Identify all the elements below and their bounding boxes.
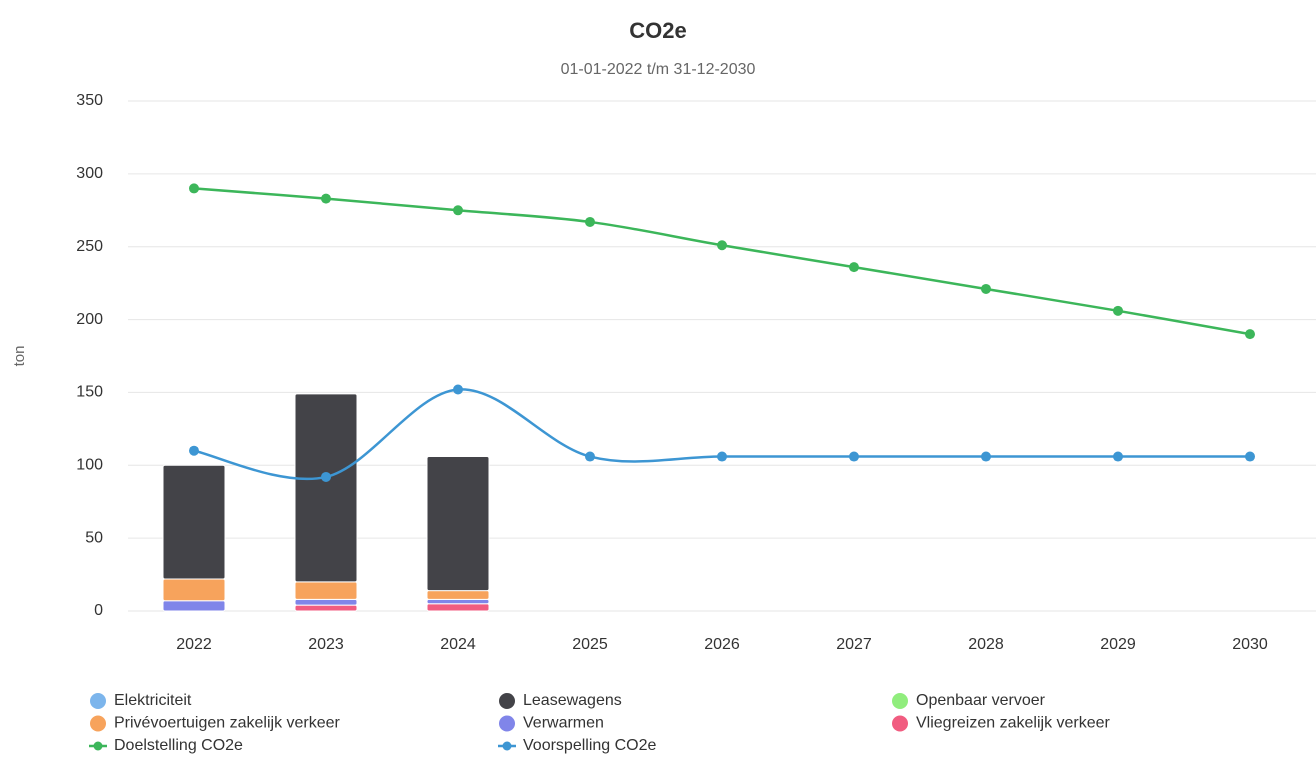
line-marker (189, 445, 199, 456)
line-marker (321, 471, 331, 482)
line-marker (717, 451, 727, 462)
bar-segment (426, 590, 490, 600)
bar-segment (294, 604, 358, 612)
bar-segment (294, 598, 358, 606)
x-tick-label: 2027 (836, 636, 872, 653)
y-tick-label: 0 (94, 602, 103, 619)
x-tick-label: 2023 (308, 636, 344, 653)
chart-title: CO2e (629, 18, 686, 43)
legend-symbol (499, 693, 515, 709)
legend-symbol (90, 715, 106, 732)
x-tick-label: 2024 (440, 636, 476, 653)
legend-label[interactable]: Leasewagens (523, 692, 622, 709)
legend-symbol (93, 741, 103, 751)
line-marker (585, 451, 595, 462)
legend-symbol (892, 715, 908, 732)
y-axis-title: ton (11, 346, 28, 367)
y-tick-label: 50 (85, 529, 103, 546)
legend-label[interactable]: Doelstelling CO2e (114, 737, 243, 754)
line-marker (849, 451, 859, 462)
bar-segment (162, 578, 226, 602)
y-tick-label: 100 (76, 457, 103, 474)
legend-symbol (90, 693, 106, 709)
line (193, 187, 1251, 336)
bar-segment (426, 456, 490, 592)
bar-segment (294, 581, 358, 600)
legend-label[interactable]: Elektriciteit (114, 692, 192, 709)
legend-label[interactable]: Voorspelling CO2e (523, 737, 657, 754)
line-marker (1245, 329, 1255, 340)
bar-segment (162, 600, 226, 612)
line-marker (1113, 451, 1123, 462)
y-tick-label: 200 (76, 311, 103, 328)
y-tick-label: 150 (76, 384, 103, 401)
legend-label[interactable]: Vliegreizen zakelijk verkeer (916, 715, 1111, 732)
line-marker (849, 262, 859, 273)
legend-label[interactable]: Openbaar vervoer (916, 692, 1046, 709)
line-marker (321, 193, 331, 204)
x-tick-label: 2026 (704, 636, 740, 653)
bar-segment (426, 603, 490, 612)
legend-label[interactable]: Verwarmen (523, 715, 604, 732)
x-tick-label: 2028 (968, 636, 1004, 653)
bar-segment (162, 464, 226, 580)
x-tick-label: 2025 (572, 636, 608, 653)
chart-subtitle: 01-01-2022 t/m 31-12-2030 (561, 61, 756, 78)
line-marker (453, 384, 463, 395)
legend-symbol (502, 741, 512, 751)
x-tick-label: 2022 (176, 636, 212, 653)
x-tick-label: 2029 (1100, 636, 1136, 653)
line-marker (981, 283, 991, 294)
line-marker (981, 451, 991, 462)
line-marker (1113, 305, 1123, 316)
line-marker (1245, 451, 1255, 462)
y-tick-label: 250 (76, 238, 103, 255)
line-marker (585, 216, 595, 227)
legend-symbol (499, 715, 515, 732)
x-tick-label: 2030 (1232, 636, 1268, 653)
line-marker (717, 240, 727, 251)
legend-label[interactable]: Privévoertuigen zakelijk verkeer (114, 715, 341, 732)
line (193, 388, 1250, 481)
y-tick-label: 300 (76, 165, 103, 182)
y-tick-label: 350 (76, 92, 103, 109)
bar-segment (426, 598, 490, 605)
line-marker (453, 205, 463, 216)
line-marker (189, 183, 199, 194)
legend-symbol (892, 693, 908, 709)
bar-segment (294, 393, 358, 583)
